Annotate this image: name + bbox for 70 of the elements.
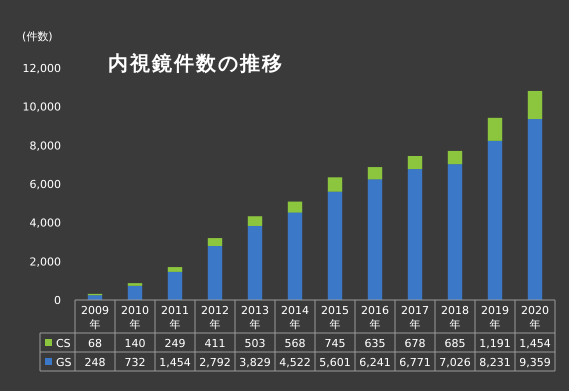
data-label: 568 — [284, 337, 306, 350]
data-label: 1,454 — [519, 337, 551, 350]
x-tick-label: 2012年 — [201, 304, 229, 331]
bar — [288, 212, 302, 300]
bar — [528, 119, 542, 300]
data-label: 6,241 — [359, 356, 391, 369]
bar — [408, 169, 422, 300]
bar — [128, 283, 142, 286]
x-tick-label: 2015年 — [321, 304, 349, 331]
chart-title: 内視鏡件数の推移 — [108, 51, 284, 75]
data-label: 249 — [164, 337, 186, 350]
bar — [288, 202, 302, 213]
data-label: 2,792 — [199, 356, 231, 369]
bar — [208, 238, 222, 246]
x-tick-label: 2009年 — [81, 304, 109, 331]
data-label: 9,359 — [519, 356, 551, 369]
bar — [248, 216, 262, 226]
legend-label: GS — [56, 356, 72, 369]
y-tick-label: 12,000 — [22, 62, 61, 75]
x-tick-label: 2020年 — [521, 304, 549, 331]
bar — [488, 118, 502, 141]
bar — [488, 140, 502, 300]
y-tick-label: 6,000 — [30, 178, 61, 191]
x-tick-label: 2010年 — [121, 304, 149, 331]
data-label: 6,771 — [399, 356, 431, 369]
bar — [88, 295, 102, 300]
bar — [248, 226, 262, 300]
data-label: 140 — [124, 337, 146, 350]
y-tick-label: 4,000 — [30, 216, 61, 230]
bar — [208, 246, 222, 300]
bar — [368, 167, 382, 180]
x-tick-label: 2018年 — [441, 304, 469, 331]
x-tick-label: 2017年 — [401, 304, 429, 331]
data-label: 5,601 — [319, 356, 351, 369]
x-tick-label: 2014年 — [281, 304, 309, 331]
bar — [168, 267, 182, 272]
data-label: 3,829 — [239, 356, 271, 369]
data-label: 1,191 — [479, 337, 511, 350]
data-label: 68 — [88, 337, 102, 350]
data-label: 678 — [404, 337, 426, 350]
x-tick-label: 2011年 — [161, 304, 189, 331]
y-tick-label: 8,000 — [30, 139, 61, 152]
y-tick-label: 0 — [54, 294, 61, 307]
bar — [328, 192, 342, 300]
data-label: 8,231 — [479, 356, 511, 369]
x-tick-label: 2019年 — [481, 304, 509, 331]
bar — [168, 272, 182, 300]
data-label: 411 — [204, 337, 226, 350]
data-label: 4,522 — [279, 356, 311, 369]
bar — [528, 90, 542, 120]
data-label: 635 — [364, 337, 386, 350]
legend-label: CS — [56, 337, 71, 350]
bar — [448, 150, 462, 164]
bar — [128, 286, 142, 300]
x-tick-label: 2013年 — [241, 304, 269, 331]
bar — [408, 156, 422, 170]
data-label: 745 — [324, 337, 346, 350]
data-label: 732 — [124, 356, 146, 369]
data-label: 1,454 — [159, 356, 191, 369]
y-tick-label: 10,000 — [22, 100, 61, 114]
data-label: 7,026 — [439, 356, 471, 369]
x-tick-label: 2016年 — [361, 304, 389, 331]
y-axis-title: (件数) — [22, 30, 53, 43]
data-label: 503 — [244, 337, 266, 350]
bar — [328, 177, 342, 192]
data-label: 685 — [444, 337, 466, 350]
bar — [368, 179, 382, 300]
data-label: 248 — [84, 356, 106, 369]
y-tick-label: 2,000 — [30, 255, 61, 268]
bar — [448, 164, 462, 300]
